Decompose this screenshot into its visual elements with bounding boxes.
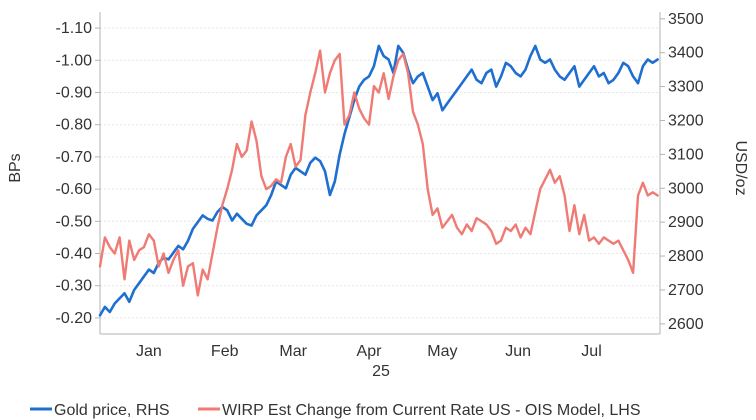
legend-label-gold: Gold price, RHS [54, 402, 170, 419]
right-tick-label-4: 3000 [668, 180, 704, 197]
right-tick-label-9: 3500 [668, 11, 704, 28]
series-layer [98, 44, 659, 317]
x-tick-label-mar: Mar [279, 343, 307, 360]
x-tick-label-may: May [427, 343, 457, 360]
right-tick-label-1: 2700 [668, 282, 704, 299]
legend: Gold price, RHS WIRP Est Change from Cur… [30, 402, 641, 419]
left-tick-label-4: -0.70 [56, 149, 93, 166]
right-tick-label-8: 3400 [668, 45, 704, 62]
left-tick-label-1: -1.00 [56, 52, 93, 69]
x-tick-label-jun: Jun [505, 343, 531, 360]
left-tick-label-5: -0.60 [56, 181, 93, 198]
series-line-wirp [98, 49, 659, 297]
x-tick-label-jan: Jan [136, 343, 162, 360]
right-tick-label-2: 2800 [668, 248, 704, 265]
left-tick-label-7: -0.40 [56, 246, 93, 263]
left-tick-label-3: -0.80 [56, 117, 93, 134]
ticks-layer: -1.10 -1.00 -0.90 -0.80 -0.70 -0.60 -0.50 -0.40… [56, 11, 704, 360]
series-line-gold-price [98, 44, 659, 317]
x-tick-label-feb: Feb [211, 343, 239, 360]
left-tick-label-2: -0.90 [56, 85, 93, 102]
left-tick-label-0: -1.10 [56, 20, 93, 37]
right-tick-label-3: 2900 [668, 214, 704, 231]
x-axis-year-label: 25 [372, 363, 390, 380]
right-tick-label-5: 3100 [668, 146, 704, 163]
x-tick-label-apr: Apr [357, 343, 383, 360]
left-tick-label-8: -0.30 [56, 278, 93, 295]
right-tick-label-0: 2600 [668, 316, 704, 333]
right-axis-title: USD/oz [732, 140, 749, 195]
right-tick-label-7: 3300 [668, 79, 704, 96]
axes-layer [99, 12, 661, 335]
left-tick-label-6: -0.50 [56, 213, 93, 230]
left-axis-title: BPs [7, 153, 24, 182]
x-tick-label-jul: Jul [581, 343, 601, 360]
grid-layer [100, 27, 660, 319]
legend-label-wirp: WIRP Est Change from Current Rate US - O… [222, 402, 641, 419]
right-tick-label-6: 3200 [668, 112, 704, 129]
left-tick-label-9: -0.20 [56, 310, 93, 327]
